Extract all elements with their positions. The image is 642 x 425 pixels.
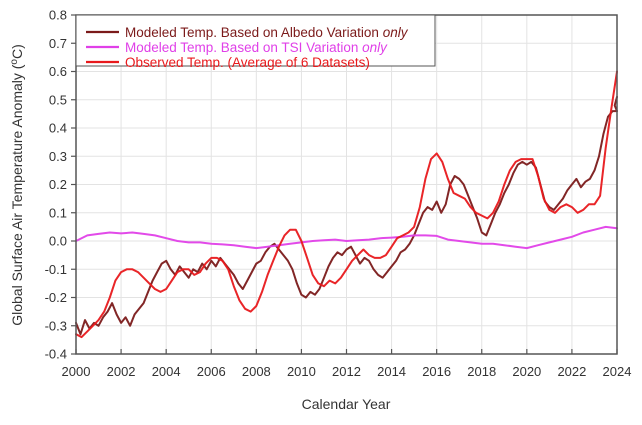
y-tick-label: 0.4 — [49, 121, 67, 136]
y-tick-label: 0.2 — [49, 177, 67, 192]
y-axis-title-main: Global Surface Air Temperature Anomaly ( — [9, 64, 25, 326]
y-tick-label: 0.7 — [49, 36, 67, 51]
legend-item-observed-temp: Observed Temp. (Average of 6 Datasets) — [86, 55, 370, 70]
series-layer — [75, 70, 618, 339]
legend-label-italic: only — [362, 40, 388, 55]
y-tick-label: -0.3 — [45, 318, 67, 333]
series-observed-temp-line — [75, 70, 618, 339]
y-tick-label: -0.2 — [45, 290, 67, 305]
x-tick-label: 2004 — [152, 364, 181, 379]
x-tick-label: 2012 — [332, 364, 361, 379]
y-tick-label: 0.1 — [49, 205, 67, 220]
legend-label: Modeled Temp. Based on Albedo Variation … — [125, 25, 409, 40]
legend-label: Modeled Temp. Based on TSI Variation onl… — [125, 40, 388, 55]
x-tick-label: 2018 — [467, 364, 496, 379]
y-tick-label: 0.5 — [49, 92, 67, 107]
x-tick-label: 2022 — [557, 364, 586, 379]
y-tick-label: 0.3 — [49, 149, 67, 164]
x-tick-label: 2020 — [512, 364, 541, 379]
x-tick-label: 2000 — [62, 364, 91, 379]
legend-item-tsi-model: Modeled Temp. Based on TSI Variation onl… — [86, 40, 388, 55]
legend-label: Observed Temp. (Average of 6 Datasets) — [125, 55, 370, 70]
y-axis-title-unit: C) — [9, 44, 25, 59]
y-tick-label: -0.4 — [45, 347, 67, 362]
legend-item-albedo-model: Modeled Temp. Based on Albedo Variation … — [86, 25, 409, 40]
y-tick-label: 0.8 — [49, 8, 67, 23]
y-axis-title-degree: o — [9, 59, 20, 65]
x-tick-label: 2008 — [242, 364, 271, 379]
legend-label-main: Observed Temp. (Average of 6 Datasets) — [125, 55, 370, 70]
x-tick-label: 2006 — [197, 364, 226, 379]
x-tick-label: 2016 — [422, 364, 451, 379]
x-tick-label: 2014 — [377, 364, 406, 379]
y-tick-label: 0.6 — [49, 64, 67, 79]
x-tick-label: 2010 — [287, 364, 316, 379]
y-tick-label: -0.1 — [45, 262, 67, 277]
x-tick-label: 2024 — [603, 364, 632, 379]
legend-box — [75, 14, 436, 67]
legend-label-italic: only — [383, 25, 409, 40]
x-tick-label: 2002 — [107, 364, 136, 379]
legend-label-main: Modeled Temp. Based on TSI Variation — [125, 40, 362, 55]
series-tsi-model-line — [75, 225, 618, 250]
y-tick-label: 0.0 — [49, 234, 67, 249]
x-axis-title: Calendar Year — [302, 396, 391, 412]
legend: Modeled Temp. Based on Albedo Variation … — [75, 14, 436, 70]
legend-label-main: Modeled Temp. Based on Albedo Variation — [125, 25, 383, 40]
y-axis-title: Global Surface Air Temperature Anomaly (… — [9, 44, 25, 326]
